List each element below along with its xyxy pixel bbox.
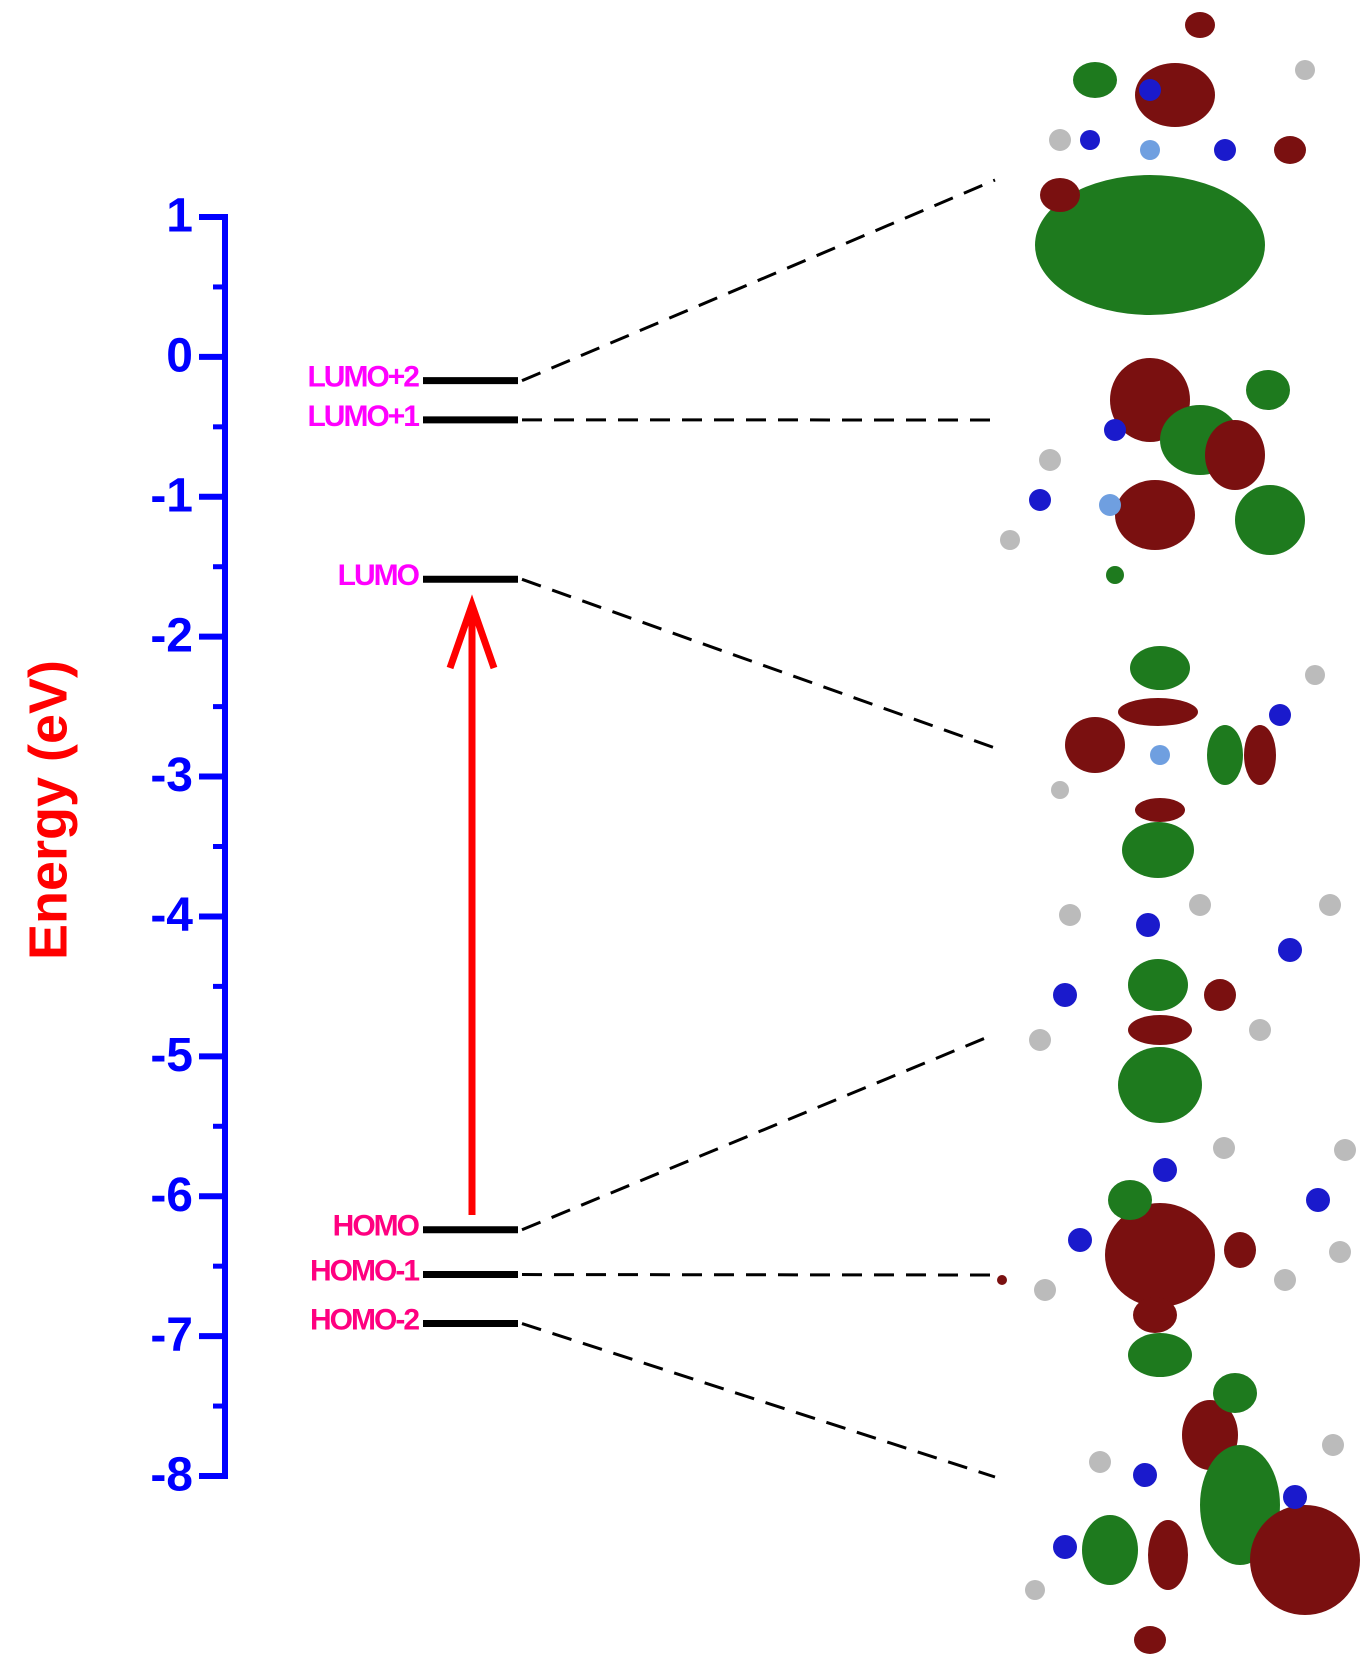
level-label: HOMO-2: [310, 1303, 419, 1336]
y-tick-label: -4: [150, 889, 193, 942]
y-axis-label: Energy (eV): [18, 660, 78, 960]
orbital-images: [997, 12, 1360, 1654]
orbital-lumo2: [1035, 12, 1315, 315]
y-tick-label: 1: [166, 190, 193, 243]
level-label: LUMO+2: [307, 361, 419, 394]
leader-line: [522, 579, 995, 748]
y-tick-label: -5: [150, 1029, 193, 1082]
y-tick-label: -2: [150, 609, 193, 662]
orbital-lumo: [1051, 646, 1325, 878]
y-tick-label: -3: [150, 749, 193, 802]
orbital-homo2: [1025, 1373, 1360, 1654]
leader-line: [522, 1034, 995, 1230]
orbital-homo: [1029, 894, 1341, 1123]
y-tick-label: -7: [150, 1309, 193, 1362]
y-tick-label: 0: [166, 330, 193, 383]
level-label: LUMO+1: [307, 400, 419, 433]
orbital-homo1: [997, 1137, 1356, 1377]
y-tick-label: -8: [150, 1449, 193, 1502]
y-tick-label: -6: [150, 1169, 193, 1222]
chart: Energy (eV): [0, 0, 1372, 1658]
level-label: LUMO: [338, 559, 420, 592]
y-tick-label: -1: [150, 469, 193, 522]
leader-line: [522, 1324, 995, 1477]
excitation-arrow: [450, 605, 494, 1215]
orbital-lumo1: [1000, 358, 1305, 584]
leader-line: [522, 180, 995, 381]
level-label: HOMO-1: [310, 1254, 419, 1287]
level-label: HOMO: [333, 1210, 420, 1243]
